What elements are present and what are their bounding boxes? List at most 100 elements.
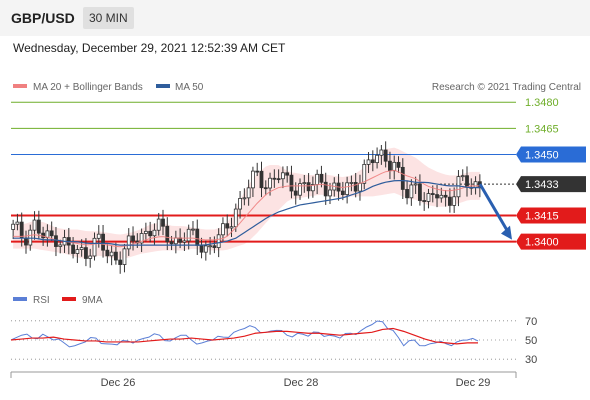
candle-body xyxy=(302,182,307,185)
candle-body xyxy=(79,247,84,250)
candle-body xyxy=(165,225,170,243)
candle-body xyxy=(396,161,401,168)
candle-body xyxy=(139,233,144,244)
candle-body xyxy=(370,159,375,164)
rsi-tick-30: 30 xyxy=(525,354,537,366)
candle-body xyxy=(353,182,358,192)
candle-body xyxy=(216,234,221,248)
level-label-1.3400: 1.3400 xyxy=(525,237,559,249)
candle-body xyxy=(452,196,457,206)
candle-body xyxy=(84,247,88,259)
candle-body xyxy=(161,218,165,227)
level-tag-bg xyxy=(516,207,586,224)
price-plot: 1.3480 1.3465 1.3450 1.3433 1.3415 1.3400 xyxy=(11,97,586,274)
candle-body xyxy=(173,237,178,245)
candle-body xyxy=(36,219,41,234)
candle-body xyxy=(118,259,123,265)
candle-body xyxy=(268,177,272,189)
ma50-legend-label: MA 50 xyxy=(175,82,204,93)
candle-body xyxy=(148,230,153,237)
candle-body xyxy=(49,230,54,237)
candle-body xyxy=(456,176,461,198)
candle-body xyxy=(203,245,208,253)
candle-body xyxy=(426,193,431,202)
candle-body xyxy=(293,190,298,196)
x-tick-dec28: Dec 28 xyxy=(284,377,319,389)
candle-body xyxy=(413,183,418,186)
candle-body xyxy=(229,226,234,229)
candle-body xyxy=(422,200,427,202)
candle-body xyxy=(126,235,131,250)
candle-body xyxy=(405,189,409,199)
candle-body xyxy=(186,228,191,242)
rsi-ma-legend-label: 9MA xyxy=(82,295,103,306)
candle-body xyxy=(362,164,367,184)
candle-body xyxy=(191,228,195,231)
candle-body xyxy=(358,182,362,192)
candle-body xyxy=(54,235,58,247)
candle-body xyxy=(285,172,290,176)
candle-body xyxy=(447,196,452,206)
candle-body xyxy=(156,218,161,231)
candle-body xyxy=(182,240,187,243)
candle-body xyxy=(345,182,350,196)
forecast-arrow-shaft xyxy=(478,183,511,235)
level-label-1.3465: 1.3465 xyxy=(525,123,559,135)
candle-body xyxy=(379,149,384,156)
candle-body xyxy=(430,193,435,195)
candle-body xyxy=(75,249,80,254)
candle-body xyxy=(11,223,16,230)
candle-body xyxy=(19,221,24,239)
candle-body xyxy=(259,170,264,189)
candle-body xyxy=(443,194,448,198)
candle-body xyxy=(418,183,422,201)
candle-body xyxy=(143,230,148,234)
candle-body xyxy=(212,245,217,248)
rsi-ma-legend-swatch xyxy=(62,297,76,301)
candle-body xyxy=(208,245,213,248)
candle-body xyxy=(392,161,397,172)
currency-pair: GBP/USD xyxy=(11,10,75,26)
level-label-1.3450: 1.3450 xyxy=(525,149,559,161)
candle-body xyxy=(439,194,444,199)
level-tag-bg xyxy=(516,176,586,193)
bb-legend-swatch xyxy=(13,84,27,88)
candle-body xyxy=(340,190,345,196)
candle-body xyxy=(122,248,127,265)
x-tick-dec29: Dec 29 xyxy=(456,377,491,389)
credit-text: Research © 2021 Trading Central xyxy=(432,82,581,93)
candle-body xyxy=(96,233,101,239)
candle-body xyxy=(460,175,465,178)
rsi-line xyxy=(10,320,479,348)
x-tick-dec26: Dec 26 xyxy=(101,377,136,389)
forecast-arrow-head xyxy=(501,225,512,240)
candle-body xyxy=(199,245,204,253)
rsi-ma-line xyxy=(10,327,478,345)
candle-body xyxy=(105,249,110,257)
candle-body xyxy=(465,175,469,188)
candle-body xyxy=(41,232,46,239)
candle-body xyxy=(366,159,371,165)
candle-body xyxy=(195,228,200,246)
level-label-1.3433: 1.3433 xyxy=(525,179,559,191)
level-label-1.3480: 1.3480 xyxy=(525,97,559,109)
candle-body xyxy=(251,170,255,189)
candle-body xyxy=(88,255,93,259)
candle-body xyxy=(92,237,97,257)
candle-body xyxy=(276,178,281,181)
level-tag-1.3400: 1.3400 xyxy=(516,233,586,250)
candle-body xyxy=(263,187,268,190)
candle-body xyxy=(272,177,277,180)
candle-body xyxy=(315,173,320,185)
candle-body xyxy=(435,194,439,199)
candle-body xyxy=(383,149,388,162)
level-tag-1.3465: 1.3465 xyxy=(525,123,559,135)
timeframe-button[interactable]: 30 MIN xyxy=(83,7,134,29)
chart-header: GBP/USD 30 MIN xyxy=(0,0,590,36)
candle-body xyxy=(32,219,37,231)
ma20-line xyxy=(13,169,480,248)
candle-body xyxy=(349,182,354,184)
ma50-line xyxy=(13,180,480,246)
candle-body xyxy=(388,160,392,172)
